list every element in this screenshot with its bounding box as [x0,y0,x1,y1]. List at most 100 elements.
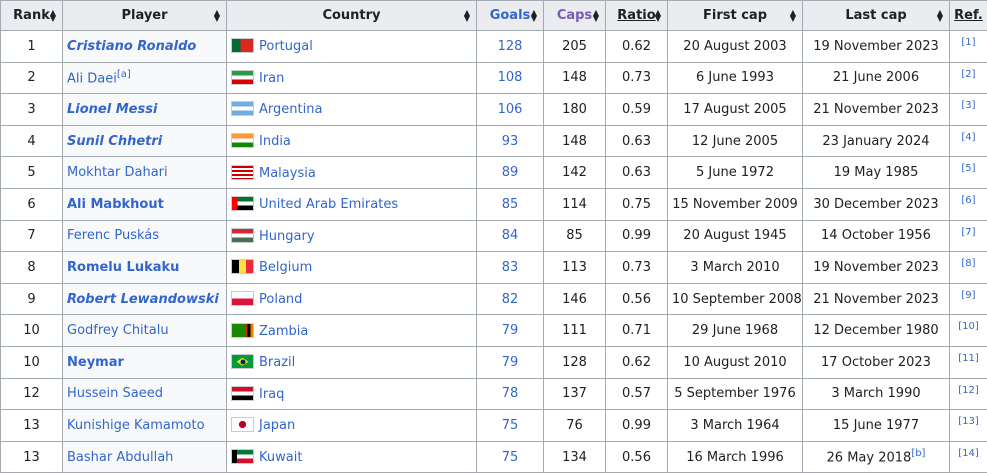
player-link[interactable]: Neymar [67,355,124,370]
country-link[interactable]: Poland [259,292,302,307]
caps-cell: 146 [544,283,606,315]
caps-header[interactable]: Caps▲▼ [544,1,606,31]
ratio-cell: 0.59 [606,94,668,126]
goals-link[interactable]: 75 [502,418,519,433]
goals-header[interactable]: Goals▲▼ [477,1,544,31]
country-link[interactable]: Belgium [259,260,312,275]
player-header[interactable]: Player▲▼ [63,1,227,31]
reference-link[interactable]: [3] [961,100,975,111]
player-link[interactable]: Ferenc Puskás [67,228,159,243]
player-link[interactable]: Bashar Abdullah [67,450,173,465]
player-link[interactable]: Robert Lewandowski [67,292,219,307]
goals-link[interactable]: 75 [502,450,519,465]
flag-iran-icon [231,70,254,85]
country-link[interactable]: Argentina [259,102,322,117]
player-link[interactable]: Godfrey Chitalu [67,323,169,338]
last-cap-text: 17 October 2023 [821,355,931,370]
sort-icon[interactable]: ▲▼ [464,10,470,22]
caps-cell: 111 [544,315,606,347]
reference-link[interactable]: [11] [958,353,979,364]
goals-link[interactable]: 82 [502,292,519,307]
country-link[interactable]: United Arab Emirates [259,197,398,212]
player-link[interactable]: Ali Mabkhout [67,197,164,212]
goals-link[interactable]: 128 [498,39,523,54]
reference-link[interactable]: [13] [958,416,979,427]
country-link[interactable]: Iran [259,71,284,86]
player-link[interactable]: Mokhtar Dahari [67,165,168,180]
sort-icon[interactable]: ▲▼ [790,10,796,22]
reference-link[interactable]: [7] [961,227,975,238]
reference-link[interactable]: [2] [961,69,975,80]
last-cap-text: 23 January 2024 [822,134,929,149]
flag-belgium-icon [231,259,254,274]
last-cap-header[interactable]: Last cap▲▼ [803,1,950,31]
reference-link[interactable]: [8] [961,258,975,269]
player-link[interactable]: Sunil Chhetri [67,134,162,149]
rank-header[interactable]: Rank▲▼ [1,1,63,31]
country-cell: Hungary [227,220,477,252]
sort-icon[interactable]: ▲▼ [937,10,943,22]
player-cell: Cristiano Ronaldo [63,31,227,63]
reference-link[interactable]: [14] [958,448,979,459]
ratio-header[interactable]: Ratio▲▼ [606,1,668,31]
goals-link[interactable]: 106 [498,102,523,117]
country-link[interactable]: Iraq [259,387,284,402]
goals-link[interactable]: 85 [502,197,519,212]
reference-link[interactable]: [9] [961,290,975,301]
country-header[interactable]: Country▲▼ [227,1,477,31]
caps-cell: 85 [544,220,606,252]
country-cell: Belgium [227,252,477,284]
player-link[interactable]: Lionel Messi [67,102,157,117]
last-cap-cell: 12 December 1980 [803,315,950,347]
footnote-link[interactable]: [b] [911,448,925,459]
player-link[interactable]: Cristiano Ronaldo [67,39,196,54]
last-cap-text: 3 March 1990 [831,386,920,401]
goals-link[interactable]: 84 [502,228,519,243]
reference-link[interactable]: [12] [958,385,979,396]
sort-icon[interactable]: ▲▼ [214,10,220,22]
goals-link[interactable]: 78 [502,386,519,401]
first-cap-header[interactable]: First cap▲▼ [668,1,803,31]
reference-link[interactable]: [5] [961,163,975,174]
goals-link[interactable]: 93 [502,134,519,149]
country-link[interactable]: Hungary [259,229,315,244]
sort-icon[interactable]: ▲▼ [531,10,537,22]
player-link[interactable]: Romelu Lukaku [67,260,179,275]
reference-link[interactable]: [1] [961,37,975,48]
player-link[interactable]: Ali Daei [67,72,117,87]
player-link[interactable]: Hussein Saeed [67,386,163,401]
ratio-cell: 0.99 [606,410,668,442]
caps-cell: 137 [544,378,606,410]
country-link[interactable]: Malaysia [259,166,316,181]
goals-link[interactable]: 83 [502,260,519,275]
goals-link[interactable]: 89 [502,165,519,180]
goals-link[interactable]: 79 [502,355,519,370]
reference-link[interactable]: [6] [961,195,975,206]
rank-cell: 10 [1,315,63,347]
country-link[interactable]: Japan [259,418,295,433]
first-cap-cell: 5 September 1976 [668,378,803,410]
country-link[interactable]: India [259,134,291,149]
flag-india-icon [231,133,254,148]
footnote-link[interactable]: [a] [117,69,131,80]
sort-icon[interactable]: ▲▼ [50,10,56,22]
goals-link[interactable]: 108 [498,70,523,85]
country-link[interactable]: Portugal [259,39,313,54]
country-link[interactable]: Brazil [259,355,295,370]
rank-cell: 4 [1,125,63,157]
country-link[interactable]: Zambia [259,324,308,339]
reference-link[interactable]: [10] [958,321,979,332]
sort-icon[interactable]: ▲▼ [655,10,661,22]
country-link[interactable]: Kuwait [259,450,302,465]
player-link[interactable]: Kunishige Kamamoto [67,418,205,433]
sort-icon[interactable]: ▲▼ [593,10,599,22]
last-cap-text: 14 October 1956 [821,228,931,243]
flag-hungary-icon [231,228,254,243]
player-cell: Ali Mabkhout [63,188,227,220]
reference-link[interactable]: [4] [961,132,975,143]
last-cap-cell: 15 June 1977 [803,410,950,442]
goals-link[interactable]: 79 [502,323,519,338]
